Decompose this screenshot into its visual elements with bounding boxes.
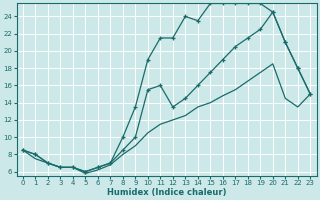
X-axis label: Humidex (Indice chaleur): Humidex (Indice chaleur) (107, 188, 226, 197)
